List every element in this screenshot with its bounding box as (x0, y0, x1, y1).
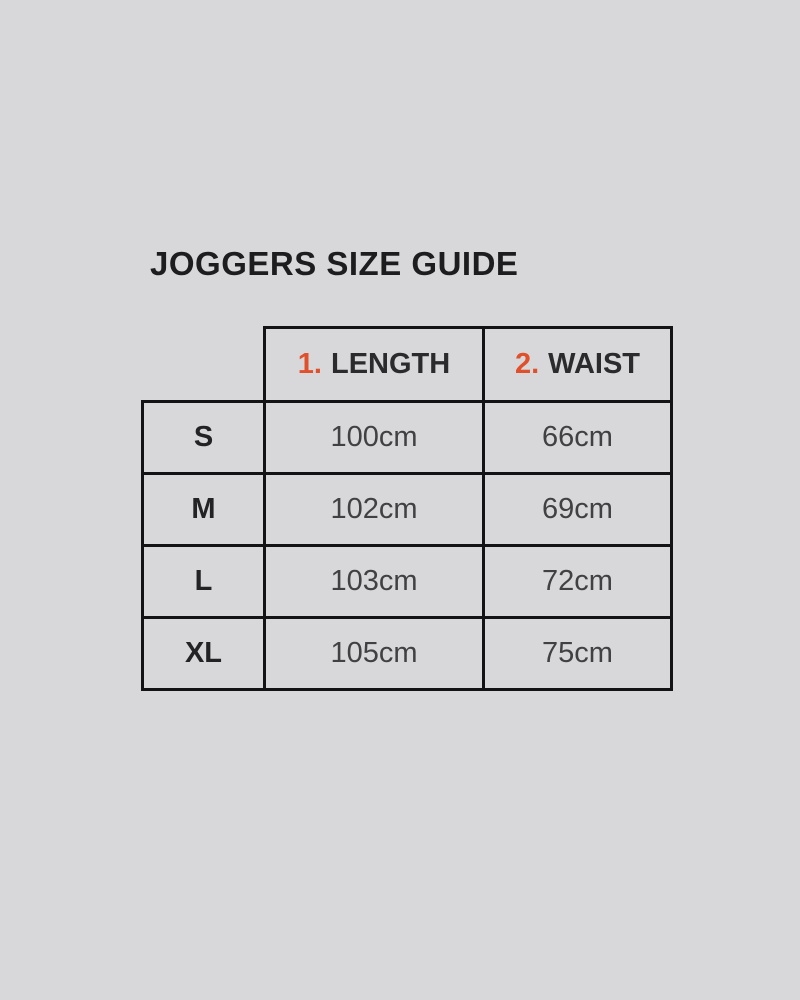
length-value-s: 100cm (263, 400, 485, 475)
length-column-number: 1. (297, 348, 322, 380)
length-value-l: 103cm (263, 544, 485, 619)
corner-cell (143, 328, 265, 402)
table-row: S 100cm 66cm (141, 400, 673, 475)
column-header-length: 1. LENGTH (263, 326, 485, 403)
waist-column-label: WAIST (548, 348, 641, 380)
column-header-waist: 2. WAIST (482, 326, 673, 403)
waist-value-s: 66cm (482, 400, 673, 475)
waist-value-m: 69cm (482, 472, 673, 547)
table-row: M 102cm 69cm (141, 472, 673, 547)
waist-value-l: 72cm (482, 544, 673, 619)
size-label-xl: XL (141, 616, 266, 691)
size-label-m: M (141, 472, 266, 547)
page-title: JOGGERS SIZE GUIDE (150, 245, 519, 282)
length-value-xl: 105cm (263, 616, 485, 691)
waist-value-xl: 75cm (482, 616, 673, 691)
size-label-l: L (141, 544, 266, 619)
waist-column-number: 2. (514, 348, 540, 380)
size-guide-table: 1. LENGTH 2. WAIST S 100cm 66cm M 102cm 69… (141, 326, 673, 691)
table-header-row: 1. LENGTH 2. WAIST (143, 326, 673, 403)
length-value-m: 102cm (263, 472, 485, 547)
length-column-label: LENGTH (330, 348, 451, 380)
size-label-s: S (141, 400, 266, 475)
table-row: L 103cm 72cm (141, 544, 673, 619)
table-row: XL 105cm 75cm (141, 616, 673, 691)
